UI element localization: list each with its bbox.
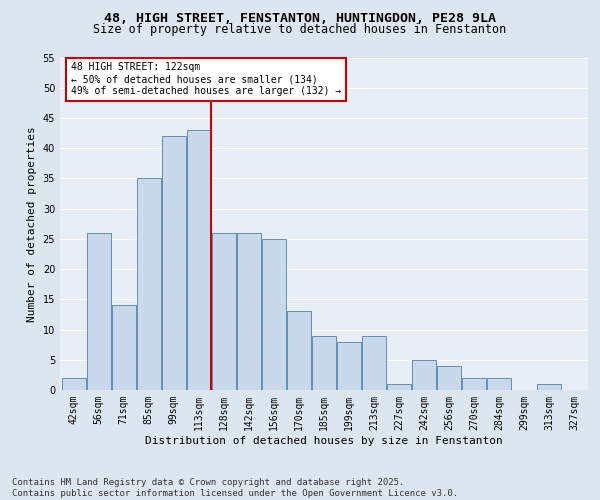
Bar [262,239,286,390]
Bar [462,378,486,390]
Text: Contains HM Land Registry data © Crown copyright and database right 2025.
Contai: Contains HM Land Registry data © Crown c… [12,478,458,498]
Bar [437,366,461,390]
Bar [162,136,186,390]
Bar [137,178,161,390]
Y-axis label: Number of detached properties: Number of detached properties [27,126,37,322]
Text: 48 HIGH STREET: 122sqm
← 50% of detached houses are smaller (134)
49% of semi-de: 48 HIGH STREET: 122sqm ← 50% of detached… [71,62,341,96]
Bar [362,336,386,390]
Bar [387,384,411,390]
Text: Size of property relative to detached houses in Fenstanton: Size of property relative to detached ho… [94,22,506,36]
Bar [312,336,336,390]
Bar [287,312,311,390]
Bar [112,306,136,390]
Bar [87,233,110,390]
Bar [538,384,561,390]
Text: 48, HIGH STREET, FENSTANTON, HUNTINGDON, PE28 9LA: 48, HIGH STREET, FENSTANTON, HUNTINGDON,… [104,12,496,26]
Bar [237,233,261,390]
Bar [212,233,236,390]
Bar [412,360,436,390]
X-axis label: Distribution of detached houses by size in Fenstanton: Distribution of detached houses by size … [145,436,503,446]
Bar [487,378,511,390]
Bar [337,342,361,390]
Bar [187,130,211,390]
Bar [62,378,86,390]
